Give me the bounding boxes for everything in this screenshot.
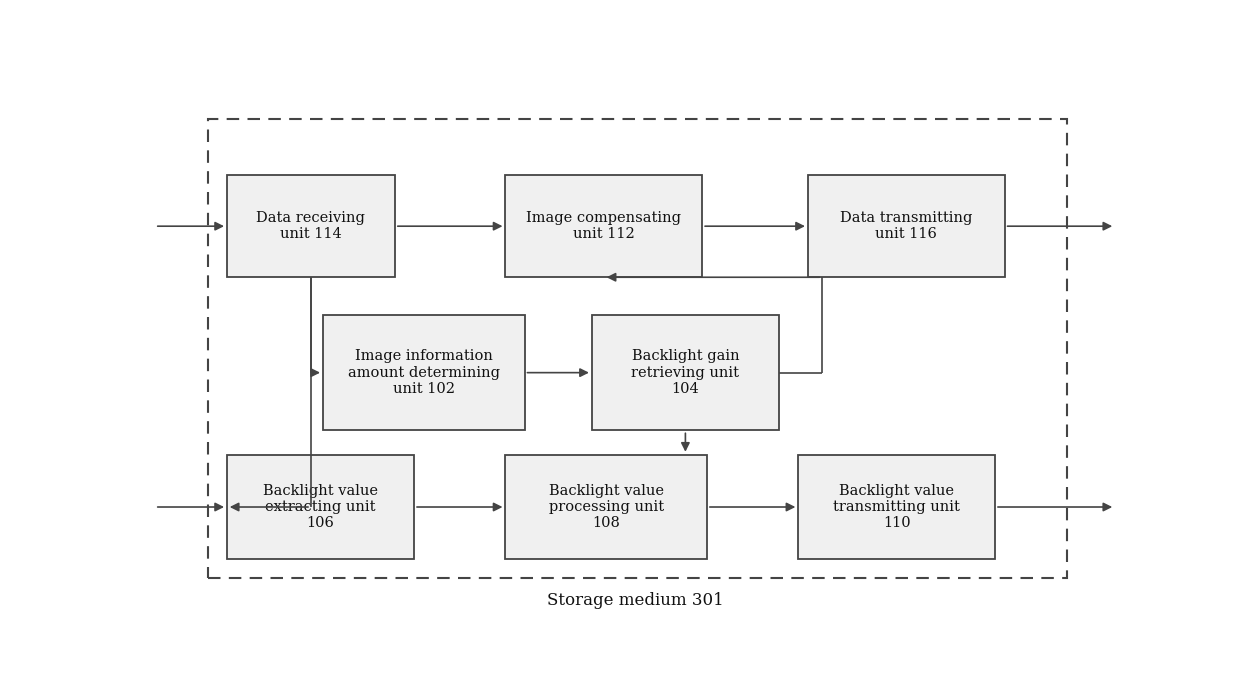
Text: Data transmitting
unit 116: Data transmitting unit 116	[840, 211, 973, 242]
Bar	[506, 454, 707, 559]
Text: Backlight gain
retrieving unit
104: Backlight gain retrieving unit 104	[632, 350, 740, 396]
Bar	[227, 175, 395, 277]
Text: Image compensating
unit 112: Image compensating unit 112	[527, 211, 681, 242]
Bar	[227, 454, 414, 559]
Text: Image information
amount determining
unit 102: Image information amount determining uni…	[348, 350, 499, 396]
Bar	[323, 315, 524, 431]
Bar	[506, 175, 703, 277]
Text: Data receiving
unit 114: Data receiving unit 114	[256, 211, 366, 242]
Bar	[798, 454, 995, 559]
Text: Storage medium 301: Storage medium 301	[546, 593, 724, 609]
Text: Backlight value
processing unit
108: Backlight value processing unit 108	[549, 484, 664, 530]
Text: Backlight value
transmitting unit
110: Backlight value transmitting unit 110	[833, 484, 960, 530]
Bar	[592, 315, 779, 431]
Text: Backlight value
extracting unit
106: Backlight value extracting unit 106	[263, 484, 378, 530]
Bar	[208, 119, 1067, 578]
Bar	[808, 175, 1005, 277]
